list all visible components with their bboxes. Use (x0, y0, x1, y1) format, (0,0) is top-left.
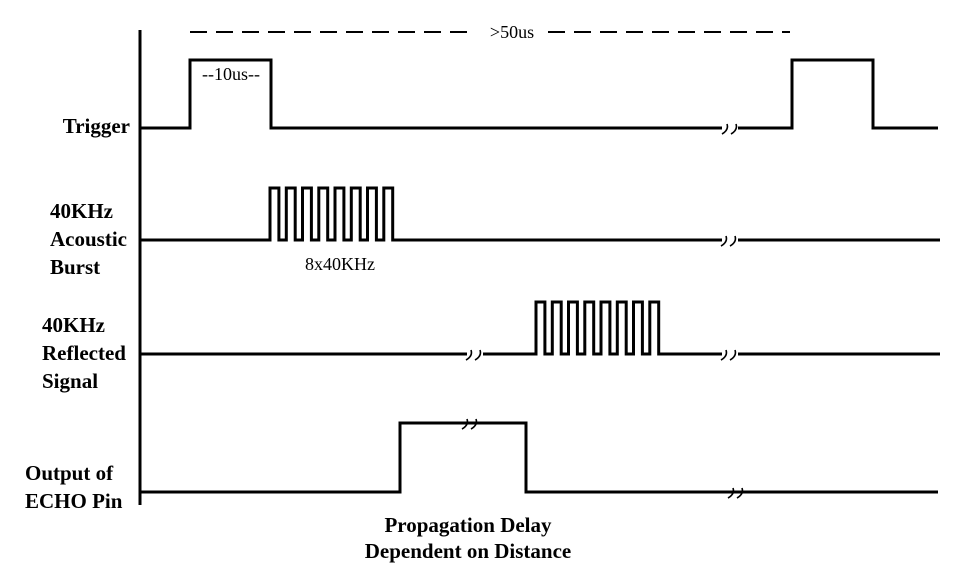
echo-break-icon-low (727, 487, 744, 499)
reflected-label: 40KHz Reflected Signal (42, 313, 131, 393)
trigger-break-icon (721, 123, 738, 135)
burst-waveform (140, 186, 940, 242)
reflected-break-icon-1 (465, 349, 482, 361)
reflected-waveform (140, 300, 940, 356)
trigger-waveform (140, 58, 938, 130)
echo-waveform (140, 421, 938, 494)
caption-line-2: Dependent on Distance (365, 539, 572, 563)
trigger-label: Trigger (63, 114, 130, 138)
period-label: >50us (490, 22, 534, 42)
echo-break-icon-high (461, 418, 478, 430)
burst-break-icon (720, 235, 737, 247)
echo-label: Output of ECHO Pin (25, 461, 123, 513)
caption-line-1: Propagation Delay (384, 513, 552, 537)
reflected-break-icon-2 (720, 349, 737, 361)
burst-spec-label: 8x40KHz (305, 254, 375, 274)
burst-label: 40KHz Acoustic Burst (50, 199, 132, 279)
pulse-width-label: --10us-- (202, 64, 260, 84)
